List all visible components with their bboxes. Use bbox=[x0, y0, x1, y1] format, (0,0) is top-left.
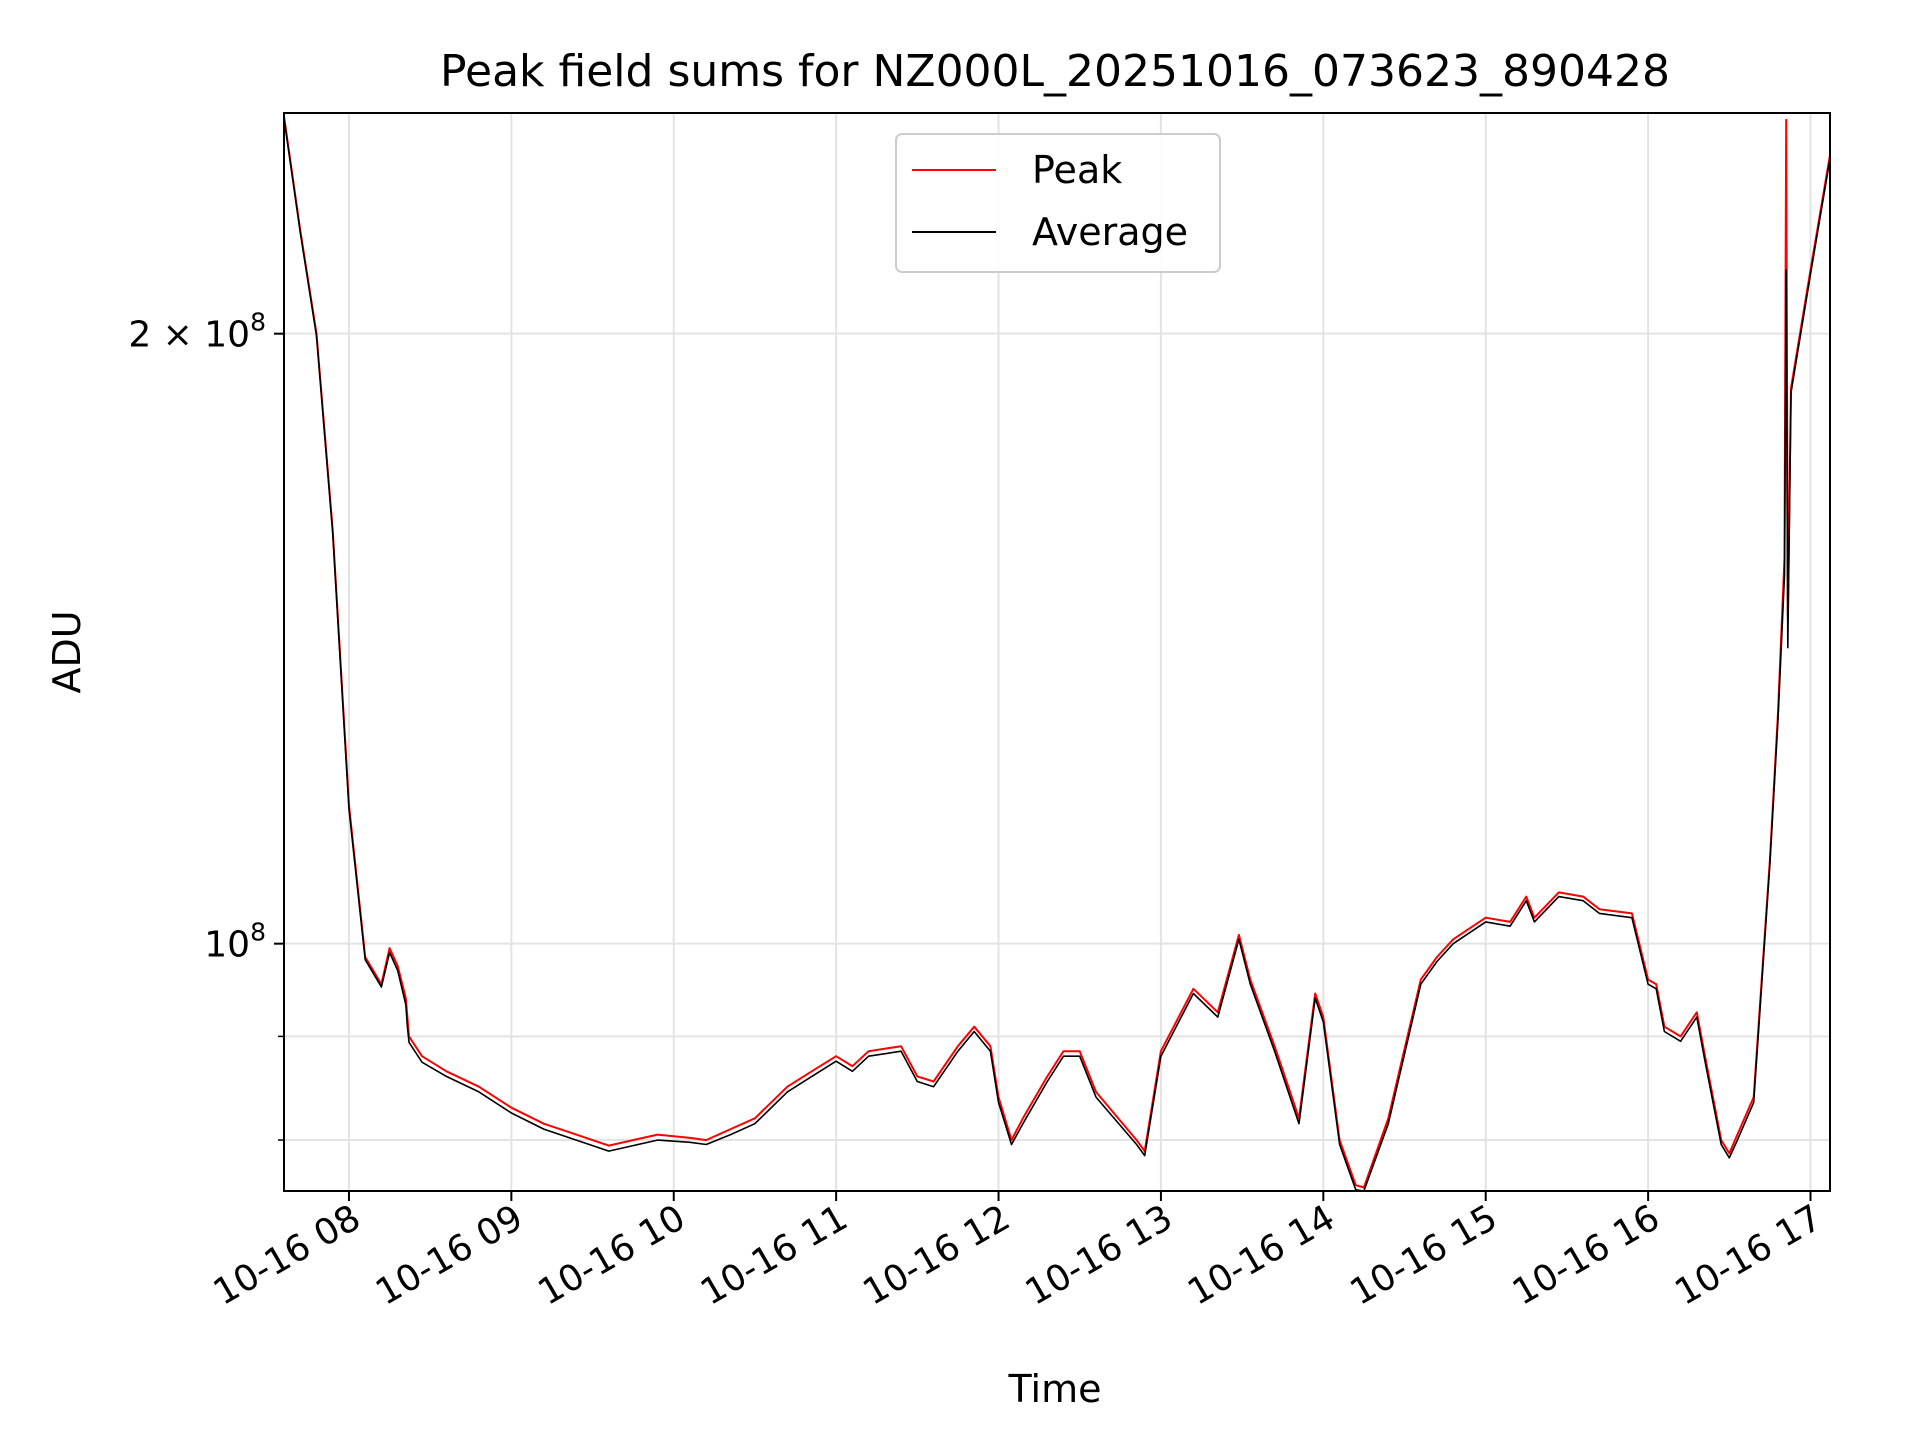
grid bbox=[284, 113, 1830, 1191]
legend: Peak Average bbox=[895, 133, 1221, 273]
x-axis-label: Time bbox=[1008, 1367, 1102, 1411]
y-tick-mantissa: 2 × bbox=[128, 315, 204, 356]
y-tick-label: 2 × 108 bbox=[128, 308, 266, 356]
y-tick-base: 10 bbox=[204, 925, 250, 966]
y-axis-label: ADU bbox=[45, 610, 89, 693]
plot-area bbox=[283, 116, 1831, 1192]
series-line-average bbox=[283, 118, 1831, 1192]
chart-title: Peak field sums for NZ000L_20251016_0736… bbox=[440, 46, 1670, 97]
series-line-peak bbox=[283, 116, 1831, 1189]
legend-label-peak: Peak bbox=[1032, 148, 1122, 192]
y-tick-label: 108 bbox=[204, 918, 266, 966]
y-tick-exponent: 8 bbox=[250, 918, 266, 947]
axes-frame bbox=[283, 112, 1831, 1192]
y-tick-exponent: 8 bbox=[250, 308, 266, 337]
legend-box bbox=[895, 133, 1221, 273]
legend-label-average: Average bbox=[1032, 210, 1188, 254]
y-tick-base: 10 bbox=[204, 315, 250, 356]
